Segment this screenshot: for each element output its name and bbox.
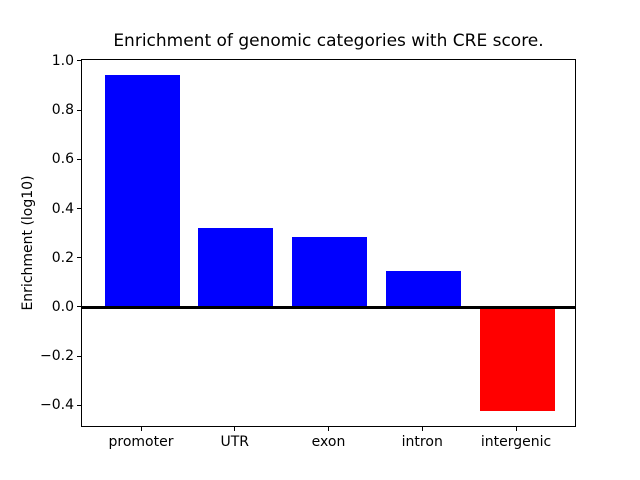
bar-intergenic <box>479 307 555 412</box>
x-tick-mark <box>234 427 236 431</box>
x-tick-label-intron: intron <box>401 434 443 450</box>
y-tick-label: 1.0 <box>51 52 74 69</box>
y-tick-mark <box>77 306 81 308</box>
bar-UTR <box>198 228 274 308</box>
bar-intron <box>385 271 461 308</box>
x-tick-label-promoter: promoter <box>108 434 174 450</box>
x-tick-mark <box>140 427 142 431</box>
chart-title: Enrichment of genomic categories with CR… <box>113 31 544 51</box>
y-tick-mark <box>77 60 81 62</box>
y-tick-mark <box>77 158 81 160</box>
y-tick-label: 0.6 <box>51 151 74 168</box>
y-tick-mark <box>77 257 81 259</box>
y-tick-label: 0.0 <box>51 298 74 315</box>
y-tick-mark <box>77 208 81 210</box>
x-tick-mark <box>328 427 329 431</box>
x-tick-mark <box>421 427 423 431</box>
y-tick-label: −0.2 <box>40 348 74 365</box>
y-tick-label: 0.4 <box>51 200 74 217</box>
zero-line <box>82 306 575 310</box>
bar-promoter <box>104 75 180 308</box>
x-tick-label-exon: exon <box>311 434 346 450</box>
y-tick-label: −0.4 <box>40 397 74 414</box>
y-tick-mark <box>77 355 81 357</box>
y-axis-label: Enrichment (log10) <box>20 175 36 311</box>
y-tick-mark <box>77 109 81 111</box>
x-tick-mark <box>515 427 517 431</box>
x-tick-label-intergenic: intergenic <box>480 434 552 450</box>
x-tick-label-UTR: UTR <box>220 434 250 450</box>
bar-exon <box>292 236 367 308</box>
y-tick-label: 0.8 <box>51 102 74 119</box>
y-tick-label: 0.2 <box>51 249 74 266</box>
y-tick-mark <box>77 404 81 406</box>
plot-area <box>81 59 576 427</box>
